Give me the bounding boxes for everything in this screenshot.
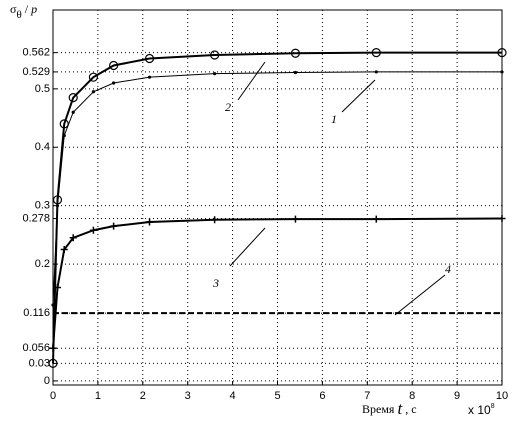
marker: [91, 90, 96, 94]
y-tick-label: 0.2: [35, 258, 50, 270]
leader-line: [394, 274, 446, 316]
marker: [60, 245, 68, 253]
marker: [48, 358, 58, 368]
curve-label: 2: [225, 100, 231, 114]
marker: [89, 226, 97, 234]
marker: [498, 215, 506, 223]
y-tick-label: 0.056: [22, 342, 50, 354]
x-multiplier-exp: 8: [491, 403, 495, 410]
y-tick-label: 0.278: [22, 212, 50, 224]
y-axis-label-part: p: [30, 2, 37, 16]
marker: [109, 60, 119, 71]
marker: [291, 215, 299, 223]
marker: [293, 70, 298, 75]
marker: [71, 110, 75, 114]
x-tick-label: 2: [140, 390, 146, 402]
x-axis-label-part: , с: [402, 402, 416, 416]
series-line: [52, 51, 502, 364]
marker: [147, 75, 152, 79]
marker: [210, 50, 220, 60]
plot-frame: [52, 9, 503, 386]
x-tick-label: 5: [274, 390, 280, 402]
marker: [213, 72, 217, 76]
marker: [112, 81, 116, 85]
marker: [290, 48, 301, 58]
x-multiplier: x 108: [468, 403, 495, 417]
y-tick-label: 0.5: [35, 83, 50, 95]
x-tick-label: 10: [496, 390, 508, 402]
y-tick-label: 0.4: [35, 141, 50, 153]
marker: [372, 215, 380, 223]
x-tick-label: 7: [364, 390, 370, 402]
marker: [144, 53, 155, 64]
x-axis-label: Время t , с: [362, 399, 417, 418]
y-tick-label: 0.562: [22, 47, 50, 59]
leader-line: [229, 227, 266, 267]
y-axis-label-part: /: [22, 2, 31, 16]
marker: [110, 222, 118, 230]
y-axis-label: σθ / p: [10, 2, 37, 21]
x-axis-label-part: t: [397, 399, 403, 418]
marker: [52, 195, 63, 205]
marker: [497, 48, 507, 58]
x-axis-label-part: Время: [362, 402, 397, 416]
y-tick-label: 0.03: [29, 357, 50, 369]
marker: [211, 216, 219, 224]
x-tick-label: 3: [185, 390, 191, 402]
marker: [371, 48, 381, 58]
marker: [500, 70, 504, 74]
marker: [53, 283, 61, 291]
marker: [68, 93, 78, 103]
y-axis-label-part: θ: [16, 9, 21, 21]
marker: [49, 344, 57, 352]
curve-label: 1: [331, 112, 337, 126]
marker: [59, 119, 69, 129]
x-tick-label: 1: [95, 390, 101, 402]
x-tick-label: 8: [409, 390, 415, 402]
marker: [374, 70, 378, 74]
y-tick-label: 0: [44, 375, 50, 387]
x-tick-label: 0: [50, 390, 56, 402]
leader-line: [237, 61, 266, 101]
marker: [88, 72, 99, 82]
curve-label: 4: [445, 262, 451, 276]
y-tick-label: 0.3: [35, 200, 50, 212]
x-tick-label: 4: [230, 390, 236, 402]
x-tick-label: 6: [319, 390, 325, 402]
curve-label: 3: [212, 276, 219, 290]
marker: [69, 234, 77, 242]
x-multiplier-base: x 10: [468, 403, 491, 417]
x-tick-label: 9: [454, 390, 460, 402]
y-tick-label: 0.529: [22, 66, 50, 78]
marker: [146, 218, 154, 226]
y-axis-label-part: σ: [10, 2, 17, 16]
y-tick-label: 0.116: [23, 307, 50, 319]
leader-line: [341, 79, 376, 113]
